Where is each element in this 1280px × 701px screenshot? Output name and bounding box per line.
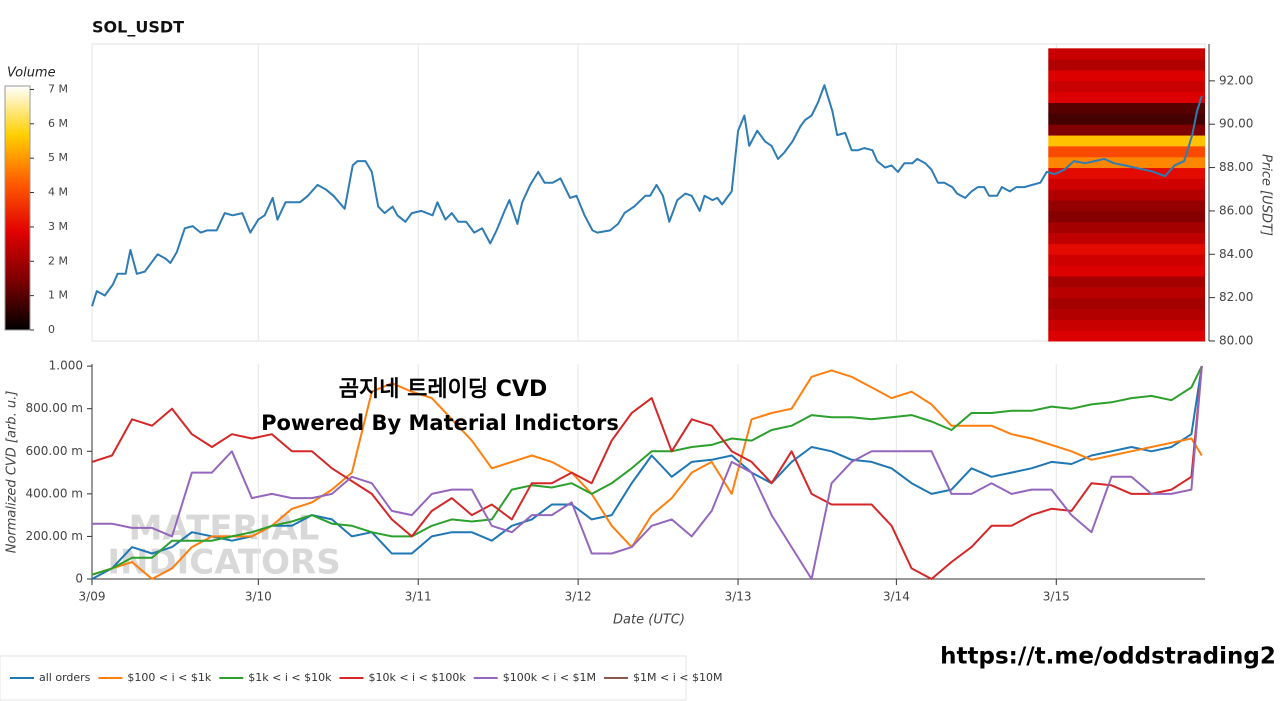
heatmap-cell — [1048, 189, 1205, 201]
heatmap-cell — [1048, 178, 1205, 190]
y-tick-label: 600.00 m — [26, 444, 84, 458]
legend-label: $100 < i < $1k — [127, 671, 211, 684]
heatmap-cell — [1048, 232, 1205, 244]
x-tick-label: 3/13 — [725, 590, 752, 604]
heatmap-cell — [1048, 145, 1205, 158]
heatmap-cell — [1048, 297, 1205, 309]
heatmap-cell — [1048, 48, 1205, 60]
heatmap-cell — [1048, 80, 1205, 93]
heatmap-cell — [1048, 156, 1205, 169]
heatmap-cell — [1048, 243, 1205, 255]
heatmap-cell — [1048, 70, 1205, 82]
series-line — [91, 366, 1203, 580]
annotation: Powered By Material Indictors — [261, 411, 619, 435]
series-line — [91, 365, 1203, 576]
colorbar-tick-label: 7 M — [48, 82, 68, 95]
series-line — [91, 84, 1203, 307]
x-tick-label: 3/14 — [883, 590, 910, 604]
y-tick-label: 200.00 m — [26, 529, 84, 543]
heatmap-cell — [1048, 113, 1205, 125]
x-tick-label: 3/11 — [405, 590, 432, 604]
heatmap-cell — [1048, 124, 1205, 136]
x-tick-label: 3/15 — [1043, 590, 1070, 604]
watermark: MATERIAL — [129, 509, 320, 549]
x-axis-label: Date (UTC) — [613, 613, 685, 628]
y-axis-label: Price [USDT] — [1259, 154, 1274, 236]
colorbar-tick-label: 0 — [48, 323, 55, 336]
legend-label: $100k < i < $1M — [503, 671, 596, 684]
series-line — [91, 365, 1203, 580]
x-tick-label: 3/09 — [79, 590, 106, 604]
heatmap-cell — [1048, 200, 1205, 212]
y-tick-label: 0 — [75, 572, 83, 586]
colorbar-tick-label: 5 M — [48, 151, 68, 164]
colorbar-tick-label: 4 M — [48, 186, 68, 199]
heatmap-cell — [1048, 330, 1205, 342]
heatmap-cell — [1048, 308, 1205, 320]
heatmap-cell — [1048, 135, 1205, 147]
colorbar-title: Volume — [7, 66, 56, 81]
legend-label: all orders — [39, 671, 91, 684]
y-tick-label: 82.00 — [1219, 290, 1253, 304]
y-tick-label: 88.00 — [1219, 160, 1253, 174]
colorbar-tick-label: 3 M — [48, 220, 68, 233]
heatmap-cell — [1048, 221, 1205, 234]
legend-label: $1k < i < $10k — [248, 671, 332, 684]
heatmap-cell — [1048, 59, 1205, 71]
heatmap-cell — [1048, 167, 1205, 179]
y-tick-label: 84.00 — [1219, 247, 1253, 261]
series-line — [92, 366, 1203, 580]
annotation: 곰지네 트레이딩 CVD — [339, 377, 547, 402]
legend-label: $1M < i < $10M — [633, 671, 722, 684]
heatmap-cell — [1048, 91, 1205, 104]
y-tick-label: 90.00 — [1219, 117, 1253, 131]
x-tick-label: 3/10 — [245, 590, 272, 604]
y-tick-label: 400.00 m — [26, 486, 84, 500]
colorbar-tick-label: 6 M — [48, 117, 68, 130]
heatmap-cell — [1048, 319, 1205, 331]
heatmap-cell — [1048, 102, 1205, 114]
heatmap-cell — [1048, 275, 1205, 288]
y-tick-label: 80.00 — [1219, 334, 1253, 348]
y-tick-label: 86.00 — [1219, 203, 1253, 217]
chart-title: SOL_USDT — [92, 18, 184, 37]
colorbar-tick-label: 1 M — [48, 289, 68, 302]
y-tick-label: 800.00 m — [26, 401, 84, 415]
link: https://t.me/oddstrading2 — [940, 644, 1276, 670]
top-frame — [91, 43, 1206, 342]
heatmap-cell — [1048, 265, 1205, 277]
heatmap-cell — [1048, 286, 1205, 299]
series-line — [91, 369, 1203, 580]
legend-label: $10k < i < $100k — [368, 671, 466, 684]
y-axis-label: Normalized CVD [arb. u.] — [5, 391, 20, 554]
watermark: INDICATORS — [107, 543, 340, 583]
x-tick-label: 3/12 — [565, 590, 592, 604]
heatmap-cell — [1048, 210, 1205, 223]
y-tick-label: 1.000 — [49, 359, 83, 373]
y-tick-label: 92.00 — [1219, 73, 1253, 87]
heatmap-cell — [1048, 254, 1205, 266]
colorbar-tick-label: 2 M — [48, 254, 68, 267]
colorbar — [4, 85, 31, 331]
